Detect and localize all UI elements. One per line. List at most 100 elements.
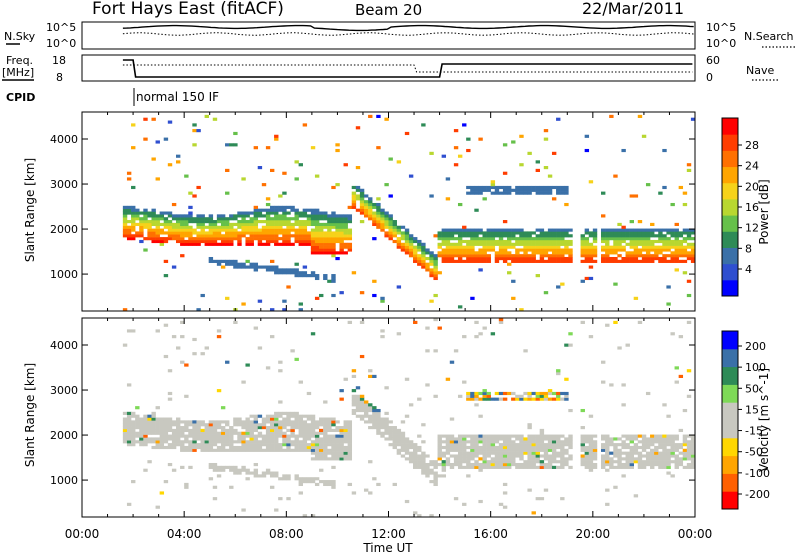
heatmap-cell <box>396 437 402 441</box>
heatmap-cell <box>343 451 348 455</box>
heatmap-cell <box>437 242 442 246</box>
heatmap-cell <box>233 420 238 424</box>
heatmap-cell <box>531 445 536 450</box>
heatmap-cell <box>122 228 128 232</box>
heatmap-cell <box>327 279 332 283</box>
heatmap-cell <box>494 256 500 261</box>
heatmap-cell <box>511 259 516 263</box>
heatmap-cell <box>425 251 430 255</box>
heatmap-cell <box>131 414 136 418</box>
heatmap-cell <box>310 448 316 452</box>
heatmap-cell <box>437 326 442 330</box>
heatmap-cell <box>490 239 496 244</box>
heatmap-cell <box>286 205 291 209</box>
heatmap-cell <box>253 448 259 452</box>
heatmap-cell <box>556 185 561 190</box>
heatmap-cell <box>584 231 590 235</box>
heatmap-cell <box>466 474 471 478</box>
heatmap-cell <box>551 256 557 261</box>
heatmap-cell <box>429 299 434 303</box>
heatmap-cell <box>294 477 299 481</box>
heatmap-cell <box>331 293 336 298</box>
heatmap-cell <box>601 460 606 464</box>
heatmap-cell <box>351 185 357 190</box>
heatmap-cell <box>531 448 536 452</box>
heatmap-cell <box>143 428 148 433</box>
heatmap-cell <box>265 202 271 207</box>
heatmap-cell <box>269 308 275 312</box>
heatmap-cell <box>621 225 626 229</box>
heatmap-cell <box>629 245 634 249</box>
heatmap-cell <box>339 248 344 252</box>
heatmap-cell <box>690 454 696 458</box>
heatmap-cell <box>482 245 487 249</box>
heatmap-cell <box>180 420 185 424</box>
heatmap-cell <box>437 437 442 441</box>
heatmap-cell <box>507 445 512 450</box>
heatmap-cell <box>290 271 295 275</box>
heatmap-cell <box>654 448 659 452</box>
heatmap-cell <box>494 185 500 190</box>
heatmap-cell <box>339 451 344 455</box>
heatmap-cell <box>404 245 410 249</box>
heatmap-cell <box>298 214 303 218</box>
heatmap-cell <box>286 428 291 433</box>
heatmap-cell <box>310 514 316 518</box>
heatmap-cell <box>351 205 357 209</box>
heatmap-cell <box>269 234 275 238</box>
heatmap-cell <box>539 445 545 450</box>
heatmap-cell <box>212 234 218 238</box>
heatmap-cell <box>621 245 626 249</box>
heatmap-cell <box>265 231 271 235</box>
heatmap-cell <box>347 440 353 444</box>
heatmap-cell <box>171 443 177 447</box>
heatmap-cell <box>457 437 463 441</box>
heatmap-cell <box>584 434 590 438</box>
heatmap-cell <box>319 454 324 458</box>
heatmap-cell <box>441 254 447 258</box>
heatmap-cell <box>286 242 291 246</box>
heatmap-cell <box>413 251 418 255</box>
heatmap-cell <box>445 460 451 464</box>
heatmap-cell <box>200 293 205 298</box>
heatmap-cell <box>560 248 565 252</box>
heatmap-cell <box>654 239 659 244</box>
heatmap-cell <box>388 214 393 218</box>
heatmap-cell <box>126 414 132 418</box>
heatmap-cell <box>421 468 426 472</box>
heatmap-cell <box>535 242 541 246</box>
heatmap-cell <box>621 403 626 407</box>
heatmap-cell <box>445 248 451 252</box>
heatmap-cell <box>327 245 332 249</box>
heatmap-cell <box>507 465 512 469</box>
heatmap-cell <box>331 222 336 227</box>
heatmap-cell <box>331 185 336 190</box>
heatmap-cell <box>507 451 512 455</box>
heatmap-cell <box>257 426 263 430</box>
heatmap-cell <box>494 440 500 444</box>
heatmap-cell <box>363 194 369 198</box>
heatmap-cell <box>225 234 230 238</box>
heatmap-cell <box>507 237 512 241</box>
heatmap-cell <box>470 445 475 450</box>
heatmap-cell <box>502 185 508 190</box>
heatmap-cell <box>625 256 630 261</box>
heatmap-cell <box>347 231 353 235</box>
heatmap-cell <box>650 242 655 246</box>
heatmap-cell <box>155 505 160 509</box>
heatmap-cell <box>609 457 614 461</box>
heatmap-cell <box>257 220 263 224</box>
heatmap-cell <box>355 208 361 212</box>
heatmap-cell <box>131 440 136 444</box>
heatmap-cell <box>543 239 549 244</box>
heatmap-cell <box>690 445 696 450</box>
heatmap-cell <box>629 457 634 461</box>
heatmap-cell <box>641 231 647 235</box>
heatmap-cell <box>225 217 230 221</box>
heatmap-cell <box>396 451 402 455</box>
heatmap-cell <box>171 428 177 433</box>
heatmap-cell <box>126 220 132 224</box>
heatmap-cell <box>282 443 287 447</box>
velocity-ylabel: Slant Range [km] <box>23 363 37 467</box>
